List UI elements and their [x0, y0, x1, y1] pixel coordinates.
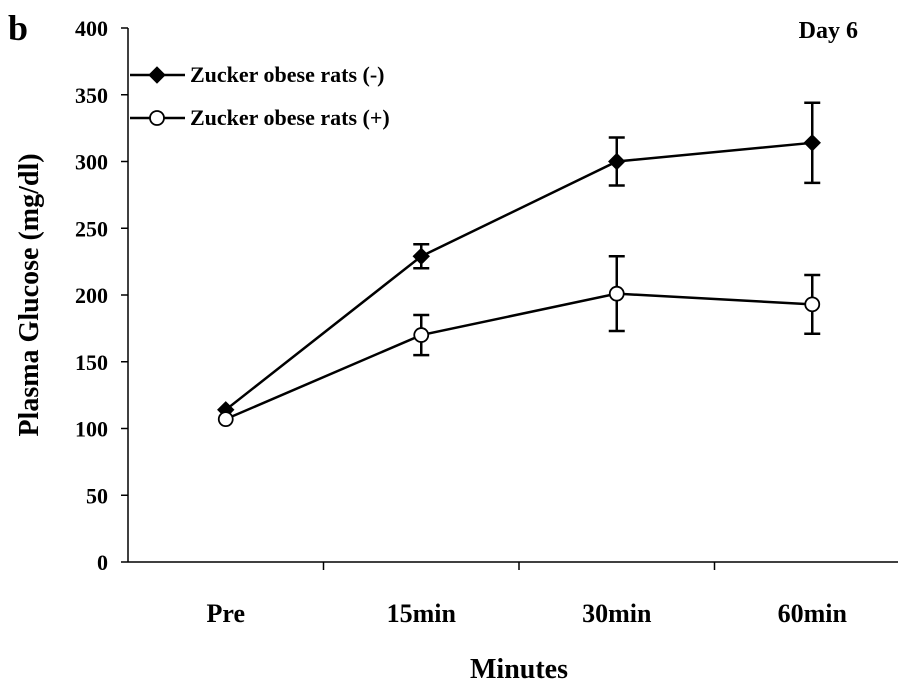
y-tick-label: 150 — [75, 350, 108, 375]
x-axis-title: Minutes — [470, 654, 568, 685]
panel-label: b — [8, 8, 28, 48]
data-point — [412, 247, 430, 265]
y-tick-label: 0 — [97, 550, 108, 575]
y-tick-label: 250 — [75, 216, 108, 241]
data-point — [608, 152, 626, 171]
y-tick-label: 200 — [75, 283, 108, 308]
data-point — [804, 296, 821, 313]
legend-marker — [148, 66, 166, 84]
y-tick-label: 100 — [75, 417, 108, 442]
data-point — [413, 327, 430, 343]
x-category-label: Pre — [207, 599, 246, 628]
y-axis-ticks: 0 50 100 150 200 250 300 350 400 — [75, 16, 128, 575]
series-line — [225, 292, 813, 421]
y-tick-label: 400 — [75, 16, 108, 41]
legend-label: Zucker obese rats (-) — [190, 62, 385, 87]
legend-marker — [149, 110, 165, 126]
y-tick-label: 300 — [75, 150, 108, 175]
day-annotation: Day 6 — [799, 18, 858, 44]
y-axis-title: Plasma Glucose (mg/dl) — [14, 153, 45, 436]
series-2 — [217, 255, 821, 428]
series-line — [224, 141, 813, 411]
legend-label: Zucker obese rats (+) — [190, 105, 390, 130]
data-point — [803, 134, 821, 152]
x-category-label: 15min — [387, 599, 457, 628]
series-1 — [217, 101, 821, 419]
x-category-label: 60min — [778, 599, 848, 628]
legend-item: Zucker obese rats (-) — [130, 62, 385, 87]
legend-item: Zucker obese rats (+) — [130, 105, 390, 130]
plot-series — [217, 101, 821, 428]
y-tick-label: 50 — [86, 483, 108, 508]
x-axis-ticks: Pre 15min 30min 60min — [207, 562, 848, 628]
y-tick-label: 350 — [75, 83, 108, 108]
legend: Zucker obese rats (-) Zucker obese rats (… — [130, 62, 390, 130]
x-category-label: 30min — [582, 599, 652, 628]
data-point — [608, 285, 625, 302]
data-point — [217, 411, 234, 428]
